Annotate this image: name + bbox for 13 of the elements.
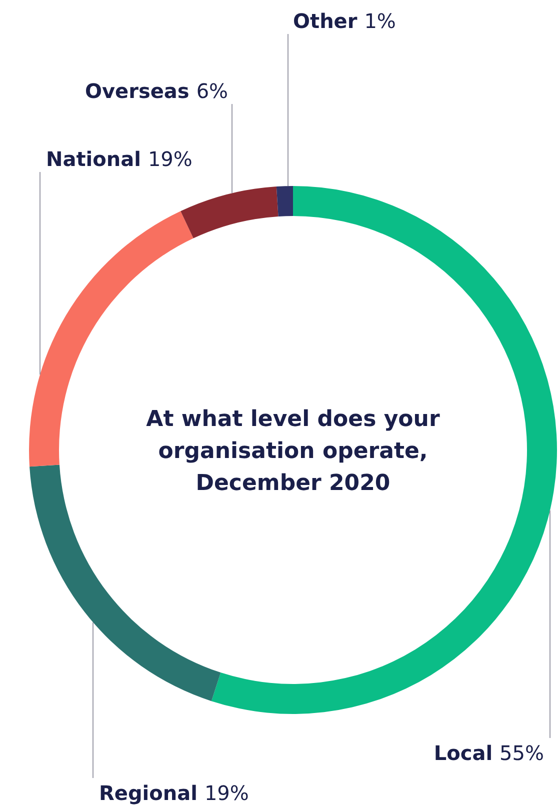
- slice-label: Local: [434, 741, 500, 765]
- slice-label: Other: [293, 9, 364, 33]
- data-label: 55%: [500, 741, 544, 765]
- donut-slice: [276, 186, 293, 216]
- data-label: 19%: [148, 147, 192, 171]
- data-label: 19%: [204, 781, 249, 805]
- data-label: 1%: [364, 9, 396, 33]
- text: At what level does your organisation operate, December 2020: [146, 407, 440, 496]
- slice-label: Overseas: [85, 79, 196, 103]
- slice-label: Regional: [99, 781, 204, 805]
- slice-label: National: [46, 147, 148, 171]
- data-label: 6%: [196, 79, 228, 103]
- donut-slice: [180, 186, 278, 238]
